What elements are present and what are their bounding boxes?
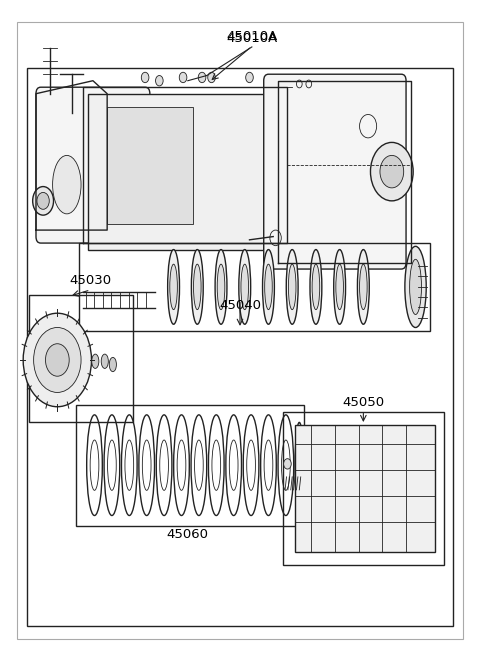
Circle shape xyxy=(34,328,81,392)
Ellipse shape xyxy=(295,422,303,508)
Bar xyxy=(88,94,288,250)
Bar xyxy=(295,425,434,552)
Circle shape xyxy=(246,72,253,83)
Circle shape xyxy=(380,155,404,188)
Bar xyxy=(283,412,444,565)
Circle shape xyxy=(141,72,149,83)
Circle shape xyxy=(198,72,206,83)
Bar xyxy=(26,67,454,626)
Text: 45010A: 45010A xyxy=(226,32,277,45)
Ellipse shape xyxy=(310,250,322,324)
Ellipse shape xyxy=(101,354,108,368)
Ellipse shape xyxy=(239,250,251,324)
Text: 45010A: 45010A xyxy=(226,30,277,43)
Text: 45050: 45050 xyxy=(342,396,384,409)
Ellipse shape xyxy=(92,354,99,368)
Ellipse shape xyxy=(263,250,275,324)
Circle shape xyxy=(208,72,216,83)
Circle shape xyxy=(156,75,163,86)
Bar xyxy=(79,243,430,331)
Circle shape xyxy=(46,344,69,376)
Text: 45060: 45060 xyxy=(167,527,209,540)
Circle shape xyxy=(371,142,413,201)
Ellipse shape xyxy=(192,250,203,324)
Bar xyxy=(29,295,133,422)
Circle shape xyxy=(179,72,187,83)
Ellipse shape xyxy=(336,264,343,310)
FancyBboxPatch shape xyxy=(264,74,406,269)
Text: 45030: 45030 xyxy=(70,274,112,287)
Ellipse shape xyxy=(360,264,367,310)
Ellipse shape xyxy=(168,250,180,324)
Ellipse shape xyxy=(264,264,272,310)
Ellipse shape xyxy=(358,250,369,324)
Ellipse shape xyxy=(53,155,81,214)
Circle shape xyxy=(33,187,54,215)
Ellipse shape xyxy=(334,250,346,324)
Text: 45040: 45040 xyxy=(219,299,261,312)
Ellipse shape xyxy=(312,264,320,310)
Ellipse shape xyxy=(170,264,178,310)
Ellipse shape xyxy=(217,264,225,310)
Bar xyxy=(107,107,192,223)
Ellipse shape xyxy=(241,264,249,310)
Ellipse shape xyxy=(109,358,117,371)
Ellipse shape xyxy=(288,264,296,310)
FancyBboxPatch shape xyxy=(36,87,150,243)
Ellipse shape xyxy=(286,250,298,324)
Ellipse shape xyxy=(409,259,421,314)
Ellipse shape xyxy=(405,246,426,328)
Ellipse shape xyxy=(215,250,227,324)
Ellipse shape xyxy=(193,264,201,310)
Circle shape xyxy=(284,458,291,469)
Circle shape xyxy=(37,193,49,210)
Bar xyxy=(76,405,304,525)
Circle shape xyxy=(23,313,92,407)
